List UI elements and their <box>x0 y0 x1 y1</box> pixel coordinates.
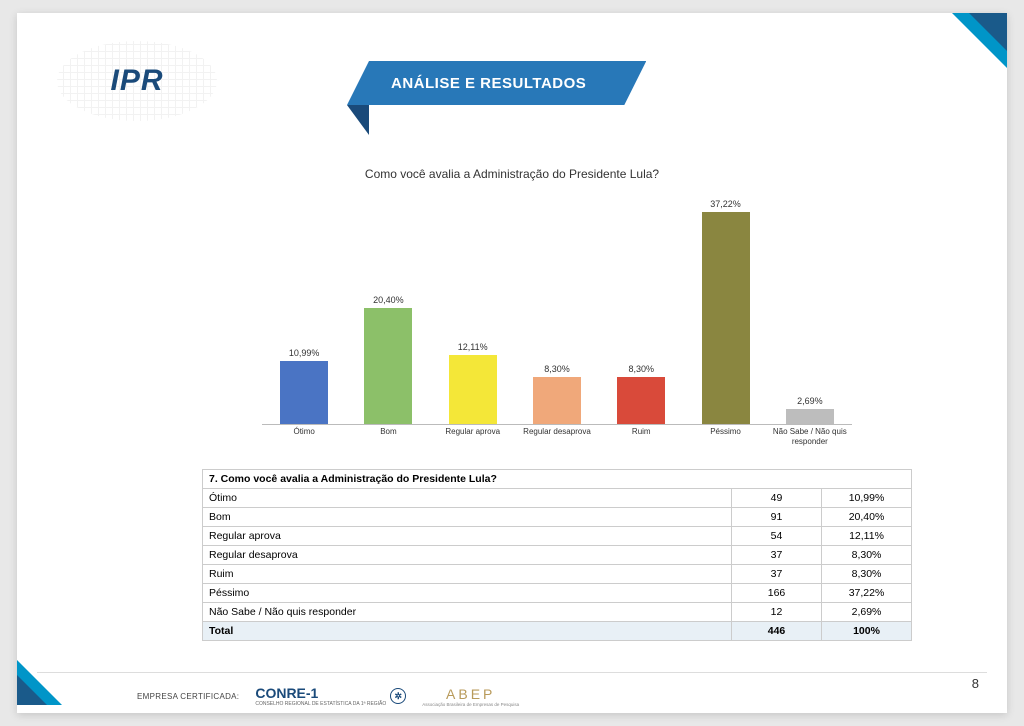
table-cell-label: Bom <box>203 508 732 527</box>
seal-icon: ✲ <box>390 688 406 704</box>
table-cell-count: 37 <box>732 565 822 584</box>
header-banner-title: ANÁLISE E RESULTADOS <box>391 75 586 92</box>
table-row: Péssimo16637,22% <box>203 584 912 603</box>
table-row: Regular desaprova378,30% <box>203 546 912 565</box>
data-table: 7. Como você avalia a Administração do P… <box>202 469 912 641</box>
table-cell-pct: 37,22% <box>822 584 912 603</box>
table-row: Ruim378,30% <box>203 565 912 584</box>
axis-category-label: Não Sabe / Não quis responder <box>768 427 852 446</box>
bar-value-label: 12,11% <box>458 342 488 352</box>
table-cell-pct: 20,40% <box>822 508 912 527</box>
bar-slot: 37,22% <box>683 195 767 424</box>
corner-decoration-top-right <box>952 13 1007 68</box>
table-cell-count: 12 <box>732 603 822 622</box>
table-cell-count: 49 <box>732 489 822 508</box>
table-cell-label: Não Sabe / Não quis responder <box>203 603 732 622</box>
bar-slot: 10,99% <box>262 195 346 424</box>
logo-text: IPR <box>110 64 163 98</box>
bar-rect <box>617 377 665 424</box>
axis-category-label: Ruim <box>599 427 683 446</box>
bar-rect <box>449 355 497 424</box>
table-cell-label: Regular desaprova <box>203 546 732 565</box>
table-cell-label: Regular aprova <box>203 527 732 546</box>
table-cell-count: 166 <box>732 584 822 603</box>
corner-decoration-bottom-left <box>17 660 62 705</box>
bar-value-label: 8,30% <box>544 364 570 374</box>
table-cell-pct: 12,11% <box>822 527 912 546</box>
logo-ipr: IPR <box>57 41 217 121</box>
table-cell-label: Ótimo <box>203 489 732 508</box>
table-cell-label: Total <box>203 622 732 641</box>
bar-value-label: 2,69% <box>797 396 823 406</box>
bar-rect <box>533 377 581 424</box>
footer-cert-abep-sub: Associação Brasileira de Empresas de Pes… <box>422 702 519 707</box>
bar-rect <box>702 212 750 424</box>
table-cell-pct: 8,30% <box>822 565 912 584</box>
table-cell-count: 54 <box>732 527 822 546</box>
bar-chart: 10,99% 20,40% 12,11% 8,30% 8,30% 37,22% 2,69% <box>262 195 852 425</box>
table-row: Não Sabe / Não quis responder122,69% <box>203 603 912 622</box>
table-cell-pct: 10,99% <box>822 489 912 508</box>
bar-slot: 12,11% <box>431 195 515 424</box>
bar-rect <box>280 361 328 424</box>
footer-divider <box>37 672 987 673</box>
axis-category-label: Regular aprova <box>431 427 515 446</box>
slide: IPR ANÁLISE E RESULTADOS Como você avali… <box>17 13 1007 713</box>
table-cell-label: Péssimo <box>203 584 732 603</box>
footer-cert-abep: ABEP Associação Brasileira de Empresas d… <box>422 686 519 707</box>
axis-category-label: Bom <box>346 427 430 446</box>
axis-category-label: Ótimo <box>262 427 346 446</box>
bar-value-label: 10,99% <box>289 348 320 358</box>
bar-rect <box>364 308 412 424</box>
footer-cert-abep-name: ABEP <box>446 686 495 702</box>
table-cell-pct: 2,69% <box>822 603 912 622</box>
footer: EMPRESA CERTIFICADA: CONRE-1 CONSELHO RE… <box>137 685 977 707</box>
table-cell-count: 37 <box>732 546 822 565</box>
bar-rect <box>786 409 834 424</box>
table-cell-pct: 8,30% <box>822 546 912 565</box>
footer-certified-label: EMPRESA CERTIFICADA: <box>137 692 239 701</box>
bar-value-label: 20,40% <box>373 295 404 305</box>
table-row: Regular aprova5412,11% <box>203 527 912 546</box>
chart-title: Como você avalia a Administração do Pres… <box>17 167 1007 181</box>
table-row: Ótimo4910,99% <box>203 489 912 508</box>
bar-slot: 2,69% <box>768 195 852 424</box>
bar-slot: 20,40% <box>346 195 430 424</box>
header-banner-tail <box>347 105 369 135</box>
chart-axis-labels: ÓtimoBomRegular aprovaRegular desaprovaR… <box>262 427 852 446</box>
bar-value-label: 37,22% <box>710 199 741 209</box>
table-row: Bom9120,40% <box>203 508 912 527</box>
table-cell-count: 446 <box>732 622 822 641</box>
footer-cert-conre-name: CONRE-1 <box>255 685 318 701</box>
bar-slot: 8,30% <box>515 195 599 424</box>
table-header: 7. Como você avalia a Administração do P… <box>203 470 912 489</box>
page-number: 8 <box>972 676 979 691</box>
bar-slot: 8,30% <box>599 195 683 424</box>
header-banner: ANÁLISE E RESULTADOS <box>347 61 646 105</box>
axis-category-label: Regular desaprova <box>515 427 599 446</box>
table-cell-count: 91 <box>732 508 822 527</box>
footer-cert-conre-sub: CONSELHO REGIONAL DE ESTATÍSTICA DA 1ª R… <box>255 701 386 707</box>
axis-category-label: Péssimo <box>683 427 767 446</box>
table-cell-pct: 100% <box>822 622 912 641</box>
bar-value-label: 8,30% <box>629 364 655 374</box>
table-cell-label: Ruim <box>203 565 732 584</box>
table-row-total: Total446100% <box>203 622 912 641</box>
footer-cert-conre: CONRE-1 CONSELHO REGIONAL DE ESTATÍSTICA… <box>255 685 406 707</box>
